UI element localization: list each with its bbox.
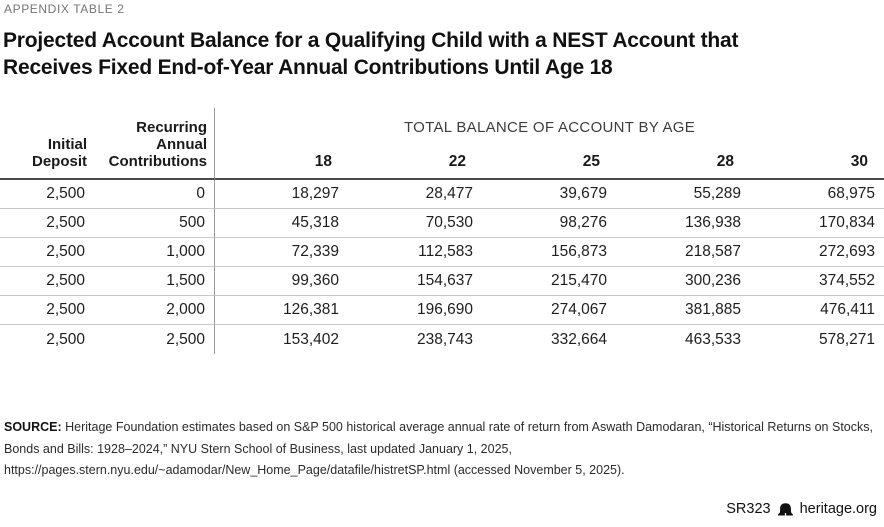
column-header-recurring-contributions: Recurring Annual Contributions [94, 108, 214, 180]
column-header-age-30: 30 [750, 146, 884, 180]
table-cell: 70,530 [348, 209, 482, 238]
source-note: SOURCE: Heritage Foundation estimates ba… [4, 417, 882, 482]
table-cell: 196,690 [348, 296, 482, 325]
table-cell: 272,693 [750, 238, 884, 267]
table-cell: 0 [94, 180, 214, 209]
table-cell: 1,000 [94, 238, 214, 267]
report-id: SR323 [726, 501, 771, 517]
table-cell: 39,679 [482, 180, 616, 209]
table-cell: 476,411 [750, 296, 884, 325]
page-title-line-2: Receives Fixed End-of-Year Annual Contri… [3, 56, 613, 79]
table-cell: 381,885 [616, 296, 750, 325]
table-cell: 68,975 [750, 180, 884, 209]
table-cell: 300,236 [616, 267, 750, 296]
appendix-table-label: APPENDIX TABLE 2 [4, 2, 125, 16]
table-cell: 156,873 [482, 238, 616, 267]
table-cell: 72,339 [214, 238, 348, 267]
column-header-age-25: 25 [482, 146, 616, 180]
page-title-line-1: Projected Account Balance for a Qualifyi… [3, 29, 739, 52]
source-label: SOURCE: [4, 420, 62, 434]
table-cell: 578,271 [818, 330, 875, 348]
table-cell: 238,743 [416, 330, 473, 348]
site-name: heritage.org [799, 501, 877, 517]
liberty-bell-icon [777, 502, 793, 516]
table-cell: 500 [94, 209, 214, 238]
table-cell: 2,000 [94, 296, 214, 325]
table-cell: 274,067 [482, 296, 616, 325]
table-cell: 154,637 [348, 267, 482, 296]
table-cell: 332,664 [550, 330, 607, 348]
table-cell: 136,938 [616, 209, 750, 238]
table-cell: 170,834 [750, 209, 884, 238]
table-cell: 1,500 [94, 267, 214, 296]
table-cell: 2,500 [46, 330, 85, 348]
table-cell: 218,587 [616, 238, 750, 267]
column-header-age-18: 18 [214, 146, 348, 180]
column-header-initial-deposit: Initial Deposit [0, 108, 94, 180]
table-cell: 99,360 [214, 267, 348, 296]
table-cell: 126,381 [214, 296, 348, 325]
table-cell: 215,470 [482, 267, 616, 296]
table-cell: 55,289 [616, 180, 750, 209]
table-cell: 112,583 [348, 238, 482, 267]
table-cell: 153,402 [214, 325, 348, 354]
table-cell: 463,533 [684, 330, 741, 348]
table-cell: 2,500 [166, 330, 205, 348]
column-group-header-total-balance: TOTAL BALANCE OF ACCOUNT BY AGE [214, 108, 884, 146]
table-cell: 18,297 [214, 180, 348, 209]
account-balance-table: Initial Deposit Recurring Annual Contrib… [0, 108, 884, 354]
table-cell: 2,500 [0, 267, 94, 296]
table-cell: 98,276 [482, 209, 616, 238]
table-cell: 2,500 [0, 238, 94, 267]
table-cell: 2,500 [0, 180, 94, 209]
table-cell: 2,500 [0, 296, 94, 325]
footer: SR323 heritage.org [726, 501, 877, 517]
page-title: Projected Account Balance for a Qualifyi… [3, 27, 738, 81]
table-cell: 374,552 [750, 267, 884, 296]
table-cell: 2,500 [0, 209, 94, 238]
column-header-age-28: 28 [616, 146, 750, 180]
table-cell: 45,318 [214, 209, 348, 238]
source-text: Heritage Foundation estimates based on S… [4, 420, 873, 477]
column-header-age-22: 22 [348, 146, 482, 180]
table-cell: 28,477 [348, 180, 482, 209]
